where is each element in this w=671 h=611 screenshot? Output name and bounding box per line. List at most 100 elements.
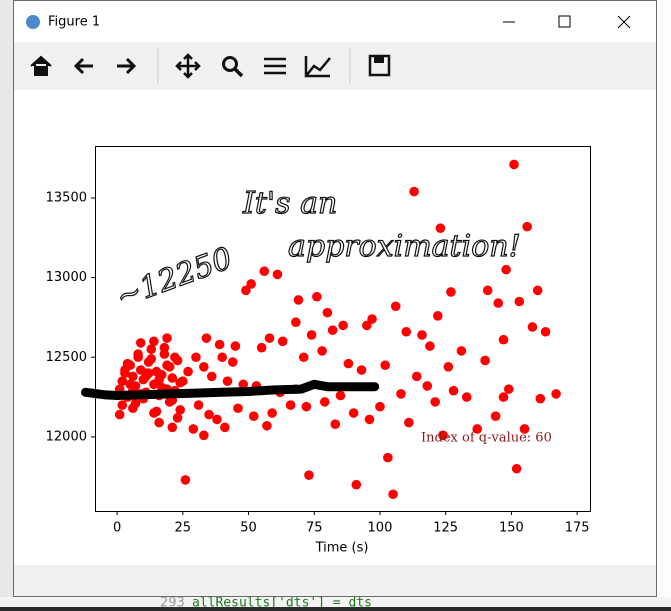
scatter-point [432, 311, 443, 321]
handwritten-note: It's an [242, 186, 337, 221]
scatter-point [130, 398, 141, 409]
y-tick-label: 13000 [46, 270, 87, 285]
scatter-point [430, 397, 440, 407]
scatter-point [159, 342, 170, 353]
scatter-point [162, 360, 172, 371]
scatter-point [356, 365, 367, 375]
x-tick-label: 75 [306, 521, 323, 536]
x-tick-label: 100 [368, 521, 393, 536]
y-tick-label: 13500 [46, 190, 87, 205]
x-tick-label: 125 [433, 521, 458, 536]
scatter-point [422, 381, 433, 391]
scatter-point [183, 366, 193, 377]
scatter-point [503, 384, 514, 394]
scatter-point [522, 221, 532, 232]
scatter-point [364, 414, 375, 425]
scatter-point [262, 420, 272, 431]
scatter-point [317, 346, 327, 356]
scatter-point [230, 341, 241, 351]
scatter-point [493, 298, 504, 308]
scatter-point [238, 379, 249, 390]
code-line-bg [0, 597, 671, 607]
scatter-point [259, 266, 270, 277]
scatter-point [425, 341, 435, 351]
scatter-point [212, 414, 222, 425]
zoom-handle [233, 67, 244, 78]
line-number: 293 [160, 596, 185, 608]
scatter-point [128, 371, 138, 382]
y-tick-label: 12500 [46, 350, 87, 365]
edit-axes-button[interactable] [304, 56, 331, 78]
x-tick-label: 25 [175, 521, 192, 536]
back-button[interactable] [73, 57, 93, 75]
scatter-point [264, 333, 275, 343]
scatter-point [443, 362, 454, 372]
left-panel [0, 0, 14, 607]
scatter-point [172, 412, 183, 423]
scatter-point [514, 296, 525, 307]
scatter-point [222, 376, 233, 386]
x-tick-label: 0 [113, 521, 121, 536]
scatter-point [446, 287, 456, 297]
scatter-point [411, 371, 422, 382]
scatter-point [178, 376, 188, 386]
scatter-point [170, 352, 180, 363]
scatter-point [490, 411, 501, 422]
scatter-point [298, 352, 309, 363]
scatter-point [327, 325, 338, 335]
scatter-point [149, 336, 159, 347]
pan-button[interactable] [175, 53, 201, 79]
scatter-point [199, 430, 209, 441]
scatter-point [509, 159, 519, 170]
handwritten-note: approximation! [288, 229, 521, 264]
scatter-point [383, 452, 393, 463]
scatter-point [191, 352, 201, 363]
app-icon [26, 15, 40, 29]
scatter-point [540, 326, 551, 337]
scatter-point [480, 355, 490, 366]
scatter-point [482, 285, 493, 296]
scatter-point [404, 417, 414, 428]
scatter-point [472, 424, 483, 434]
scatter-point [267, 408, 277, 418]
scatter-point [511, 463, 522, 474]
scatter-point [285, 400, 296, 410]
configure-button[interactable] [264, 57, 286, 75]
scatter-point [293, 295, 304, 305]
scatter-point [388, 489, 398, 500]
save-button[interactable] [368, 54, 391, 77]
scatter-point [335, 390, 346, 401]
scatter-point [256, 342, 267, 353]
scatter-point [227, 357, 238, 367]
scatter-point [291, 317, 301, 328]
scatter-point [188, 424, 199, 434]
scatter-point [351, 479, 362, 490]
scatter-point [206, 371, 217, 382]
scatter-point [201, 333, 212, 343]
scatter-point [409, 186, 419, 197]
scatter-point [214, 339, 225, 350]
scatter-point [306, 330, 317, 340]
scatter-point [330, 419, 341, 429]
scatter-point [380, 360, 391, 371]
scatter-point [312, 291, 322, 302]
scatter-point [117, 376, 128, 386]
scatter-point [154, 417, 164, 428]
forward-button[interactable] [117, 57, 137, 75]
scatter-point [396, 389, 406, 399]
scatter-point [338, 320, 348, 331]
zoom-button[interactable] [222, 56, 238, 72]
window-title: Figure 1 [48, 15, 100, 30]
scatter-point [233, 403, 243, 414]
hand-drawn-line [81, 379, 380, 400]
scatter-point [146, 354, 157, 364]
home-button[interactable] [30, 55, 52, 76]
scatter-point [498, 392, 509, 402]
scatter-point [133, 349, 143, 359]
scatter-point [193, 400, 204, 410]
scatter-point [120, 365, 130, 375]
scatter-point [535, 393, 546, 404]
maximize-button[interactable] [558, 15, 571, 28]
close-button[interactable] [617, 15, 631, 29]
